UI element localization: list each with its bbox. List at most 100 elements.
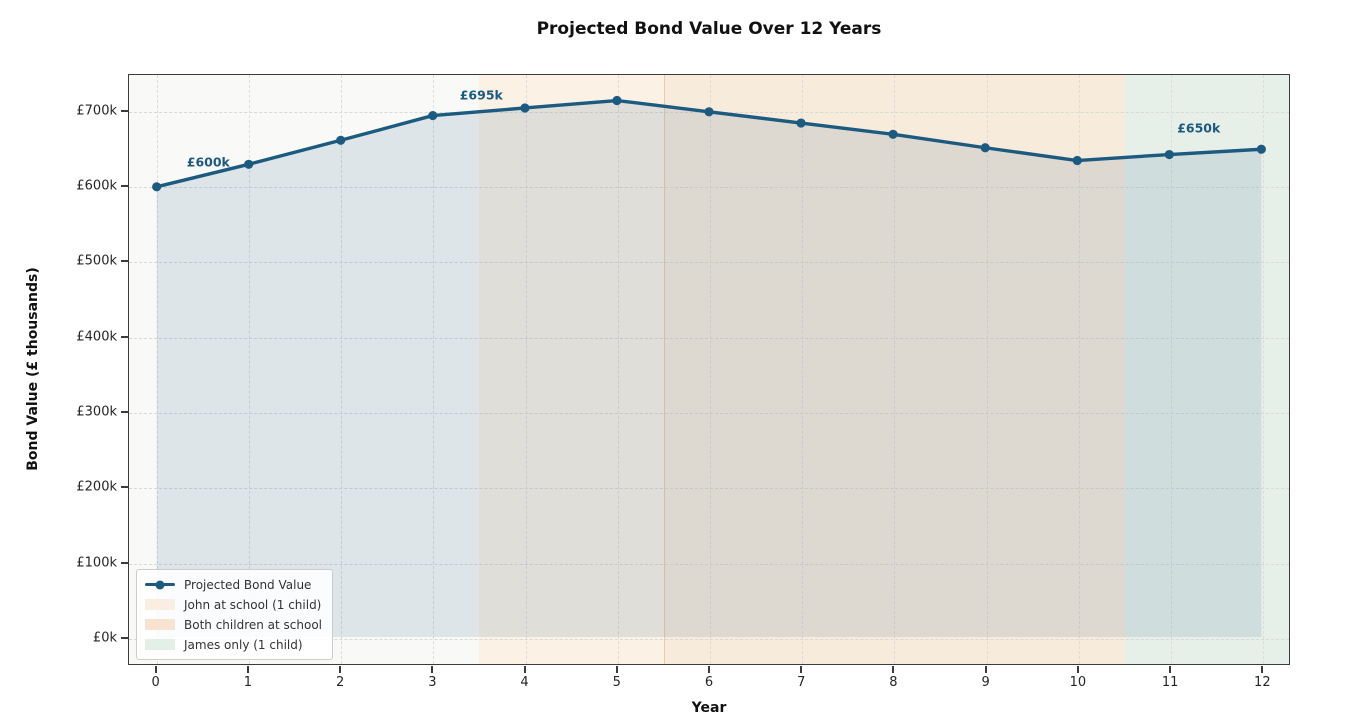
- y-tick-mark: [121, 260, 128, 263]
- plot-inner: £600k £695k £650k Projected Bond Value John…: [129, 75, 1289, 664]
- legend-label: Projected Bond Value: [184, 577, 312, 592]
- y-tick-label: £0k: [92, 630, 117, 646]
- data-point-year-0: [152, 182, 162, 192]
- x-tick-mark: [892, 666, 895, 673]
- x-tick-label: 9: [981, 675, 990, 690]
- data-point-year-8: [888, 129, 898, 139]
- x-tick-label: 3: [428, 675, 437, 690]
- legend-patch-swatch: [145, 599, 175, 610]
- legend-patch: [145, 639, 175, 650]
- x-tick-label: 12: [1254, 675, 1271, 690]
- x-tick-label: 7: [797, 675, 806, 690]
- x-tick-label: 11: [1161, 675, 1179, 690]
- legend-label: James only (1 child): [184, 637, 303, 652]
- data-point-year-5: [612, 95, 622, 106]
- v-gridline: [156, 75, 158, 664]
- v-gridline: [341, 75, 343, 664]
- x-tick-label: 1: [243, 675, 253, 690]
- legend-row-3: Both children at school: [145, 616, 322, 633]
- x-tick-mark: [615, 666, 618, 673]
- legend-line-swatch: [145, 580, 175, 589]
- data-point-year-11: [1164, 149, 1174, 160]
- legend-patch: [145, 619, 175, 630]
- h-gridline: [129, 413, 1289, 415]
- v-gridline: [894, 75, 896, 664]
- legend-label: Both children at school: [184, 617, 323, 632]
- x-tick-label: 0: [151, 675, 160, 690]
- y-tick-label: £500k: [76, 253, 117, 269]
- h-gridline: [129, 488, 1289, 490]
- x-axis-label: Year: [691, 700, 727, 716]
- region-span-3: [1125, 75, 1289, 664]
- series-layer: [152, 95, 1266, 637]
- x-tick-mark: [431, 666, 434, 673]
- y-tick-mark: [121, 185, 128, 188]
- x-tick-mark: [339, 666, 342, 673]
- data-point-year-1: [244, 159, 254, 169]
- x-tick-label: 5: [612, 675, 621, 690]
- value-annotation-1: £600k: [186, 154, 230, 170]
- x-tick-mark: [1169, 666, 1172, 673]
- data-point-year-6: [704, 107, 714, 117]
- y-tick-mark: [121, 411, 128, 414]
- x-tick-mark: [1261, 666, 1264, 673]
- x-tick-mark: [984, 666, 987, 673]
- h-gridline: [129, 337, 1289, 339]
- legend: Projected Bond Value John at school (1 ch…: [136, 569, 334, 660]
- x-tick-mark: [800, 666, 803, 673]
- h-gridline: [129, 563, 1289, 565]
- y-tick-label: £100k: [76, 555, 117, 571]
- h-gridline: [129, 638, 1289, 640]
- legend-row-2: John at school (1 child): [145, 596, 322, 613]
- x-tick-mark: [154, 666, 157, 673]
- area-fill: [156, 100, 1262, 637]
- plot-area: £600k £695k £650k Projected Bond Value John…: [128, 74, 1290, 665]
- h-gridline: [129, 187, 1289, 189]
- x-tick-label: 8: [889, 675, 898, 690]
- x-tick-label: 6: [704, 675, 714, 690]
- x-tick-mark: [708, 666, 710, 673]
- y-tick-label: £300k: [76, 404, 117, 420]
- h-gridline: [129, 262, 1289, 264]
- legend-row-1: Projected Bond Value: [145, 576, 322, 593]
- data-point-year-3: [428, 110, 438, 121]
- value-annotation-2: £695k: [459, 87, 503, 103]
- legend-label: John at school (1 child): [184, 597, 322, 612]
- chart-title: Projected Bond Value Over 12 Years: [536, 19, 882, 39]
- data-point-year-4: [520, 103, 530, 113]
- x-tick-mark: [1076, 666, 1079, 673]
- v-gridline: [525, 75, 527, 664]
- x-tick-label: 4: [520, 675, 529, 690]
- data-point-year-2: [336, 135, 346, 145]
- y-tick-label: £400k: [76, 329, 117, 345]
- data-point-year-7: [796, 118, 806, 128]
- v-gridline: [986, 75, 988, 664]
- y-tick-label: £600k: [76, 178, 117, 194]
- data-point-year-9: [980, 143, 990, 153]
- x-tick-label: 2: [335, 675, 345, 690]
- y-tick-mark: [121, 636, 128, 639]
- y-tick-label: £700k: [76, 103, 117, 119]
- region-span-2: [663, 75, 1125, 664]
- y-tick-mark: [121, 335, 128, 338]
- x-tick-mark: [246, 666, 249, 673]
- legend-patch-swatch: [145, 639, 175, 650]
- legend-row-4: James only (1 child): [145, 636, 322, 653]
- data-point-year-12: [1256, 144, 1266, 154]
- value-annotation-3: £650k: [1177, 120, 1221, 136]
- y-axis-label: Bond Value (£ thousands): [25, 267, 41, 471]
- legend-marker-dot: [155, 580, 165, 589]
- data-point-year-10: [1072, 155, 1082, 166]
- v-gridline: [1171, 75, 1173, 664]
- v-gridline: [1078, 75, 1080, 664]
- y-tick-mark: [121, 109, 128, 112]
- v-gridline: [802, 75, 804, 664]
- legend-patch: [145, 599, 175, 610]
- y-tick-label: £200k: [76, 479, 117, 495]
- y-tick-mark: [121, 486, 128, 489]
- v-gridline: [433, 75, 435, 664]
- v-gridline: [1263, 75, 1265, 664]
- v-gridline: [248, 75, 250, 664]
- region-span-1: [479, 75, 664, 664]
